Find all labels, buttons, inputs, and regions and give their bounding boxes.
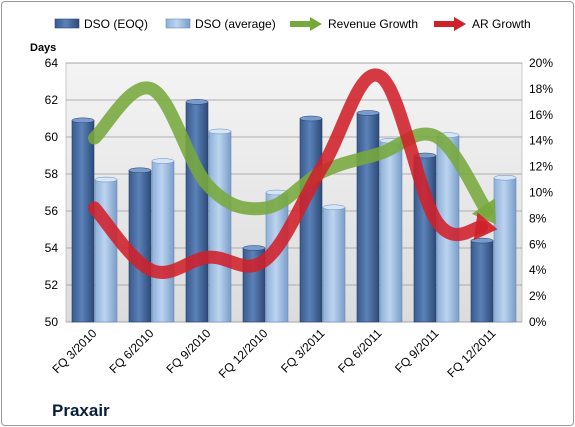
bar-cap [470,237,494,244]
arrowhead-revenue-growth [471,198,496,225]
y-tick-label: 54 [45,241,59,255]
x-tick-label: FQ 12/2010 [216,326,271,381]
bar-dso-average [94,179,118,323]
bar-dso-eoq [470,240,494,323]
legend-label: AR Growth [472,17,531,31]
y2-tick-label: 4% [529,263,547,277]
bar-cap [151,158,175,164]
bar-dso-average [322,207,346,323]
bar-cap [356,110,380,116]
bar-dso-average [493,177,517,323]
y-axis-title: Days [30,42,56,54]
y2-tick-label: 6% [529,237,547,251]
y-tick-label: 60 [45,130,59,144]
bar-dso-average [208,131,232,323]
bar-cap [128,167,152,174]
y2-tick-label: 12% [529,160,553,174]
x-tick-label: FQ 9/2010 [163,326,213,376]
legend-item-revenue-growth: Revenue Growth [290,17,418,31]
growth-lines [88,68,498,279]
x-tick-label: FQ 9/2011 [392,326,442,376]
y2-tick-label: 0% [529,315,547,329]
arrowhead-ar-growth [473,212,498,241]
bar-dso-eoq [71,120,95,323]
bar-dso-eoq [299,118,323,323]
x-tick-label: FQ 12/2011 [444,326,498,380]
bar-cap [94,176,118,183]
bar-dso-average [151,160,175,323]
bar-cap [242,245,266,251]
bar-dso-average [379,140,403,323]
x-tick-label: FQ 3/2011 [278,326,328,376]
y2-tick-label: 10% [529,186,553,200]
bar-cap [322,204,346,211]
legend-item-dso-average: DSO (average) [165,17,276,31]
bars [71,99,517,323]
x-tick-label: FQ 3/2010 [49,326,99,376]
y2-tick-label: 18% [529,82,553,96]
legend-label: Revenue Growth [328,17,418,31]
y-tick-label: 50 [45,315,59,329]
green-arrow-icon [290,17,322,31]
x-tick-label: FQ 6/2011 [335,326,385,376]
line-revenue-growth [88,81,494,218]
bar-cap [185,99,209,105]
y-axis-left: 50 52 54 56 58 60 62 64 [45,56,59,329]
bar-cap [299,115,323,122]
legend-item-ar-growth: AR Growth [434,17,531,31]
legend-label: DSO (EOQ) [84,17,148,31]
y-tick-label: 52 [45,278,59,292]
bar-cap [71,117,95,124]
x-axis: FQ 3/2010 FQ 6/2010 FQ 9/2010 FQ 12/2010 FQ … [49,326,498,381]
y2-tick-label: 2% [529,289,547,303]
y-axis-right: 0% 2% 4% 6% 8% 10% 12% 14% 16% 18% 20% [529,56,553,329]
legend-item-dso-eoq: DSO (EOQ) [54,17,148,31]
bar-dso-eoq [185,101,209,323]
y-tick-label: 62 [45,93,59,107]
y2-tick-label: 20% [529,56,553,70]
legend-label: DSO (average) [195,17,276,31]
bar-cap [208,128,232,135]
y-tick-label: 64 [45,56,59,70]
x-tick-label: FQ 6/2010 [106,326,156,376]
bar-cap [493,174,517,181]
legend: DSO (EOQ) DSO (average) Revenue Growth A… [54,17,531,31]
y-tick-label: 56 [45,204,59,218]
red-arrow-icon [434,17,466,31]
y-tick-label: 58 [45,167,59,181]
bar-dso-eoq [356,112,380,323]
y2-tick-label: 8% [529,211,547,225]
chart-title: Praxair [52,401,110,420]
line-ar-growth [88,68,489,279]
y2-tick-label: 14% [529,134,553,148]
y2-tick-label: 16% [529,108,553,122]
